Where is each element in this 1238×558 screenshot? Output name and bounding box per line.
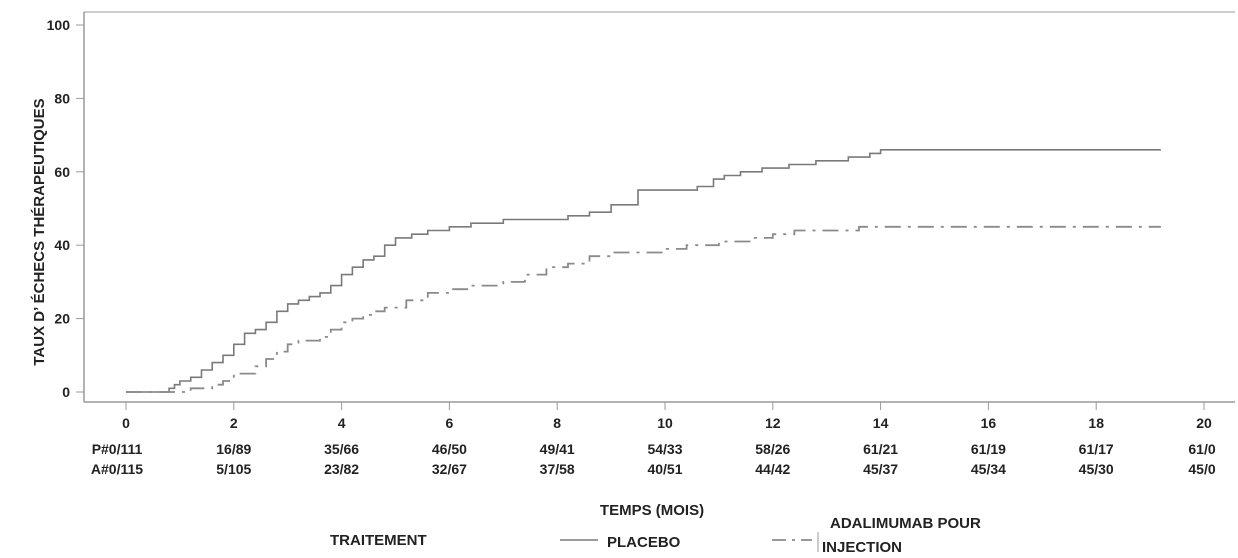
- x-tick-label: 10: [657, 415, 673, 431]
- x-axis-title: TEMPS (MOIS): [600, 502, 704, 519]
- risk-cell: P#0/111: [92, 441, 143, 457]
- plot-frame: [83, 11, 1235, 403]
- y-tick-label: 0: [62, 384, 70, 400]
- risk-cell: 46/50: [432, 441, 467, 457]
- y-tick-label: 20: [54, 311, 70, 327]
- y-axis-title: TAUX D’ ÉCHECS THÉRAPEUTIQUES: [31, 98, 48, 365]
- x-tick: 12: [765, 402, 781, 431]
- x-tick: 0: [122, 402, 130, 431]
- risk-cell: 54/33: [647, 441, 682, 457]
- risk-cell: 49/41: [540, 441, 575, 457]
- x-tick: 20: [1196, 402, 1212, 431]
- y-axis: 0 20 40 60 80 100: [47, 17, 84, 400]
- risk-cell: 16/89: [216, 441, 251, 457]
- y-tick: 0: [62, 384, 84, 400]
- series-line-placebo: [126, 149, 1161, 393]
- y-tick: 20: [54, 311, 84, 327]
- x-tick: 14: [873, 402, 889, 431]
- x-tick-label: 4: [338, 415, 346, 431]
- legend-label-adalimumab-line2: INJECTION: [822, 539, 902, 556]
- x-tick-label: 2: [230, 415, 238, 431]
- x-tick: 6: [446, 402, 454, 431]
- risk-cell: 61/21: [863, 441, 898, 457]
- legend-label-adalimumab: ADALIMUMAB POUR: [830, 515, 981, 532]
- x-tick: 16: [981, 402, 997, 431]
- risk-cell: 32/67: [432, 461, 467, 477]
- y-tick: 60: [54, 164, 84, 180]
- x-tick-label: 14: [873, 415, 889, 431]
- x-tick: 2: [230, 402, 238, 431]
- x-tick-label: 0: [122, 415, 130, 431]
- risk-row-adalimumab: A#0/115 5/105 23/82 32/67 37/58 40/51 44…: [91, 461, 1216, 477]
- y-tick-label: 100: [47, 17, 71, 33]
- y-tick: 40: [54, 237, 84, 253]
- risk-cell: 35/66: [324, 441, 359, 457]
- risk-cell: 37/58: [540, 461, 575, 477]
- legend-label-placebo: PLACEBO: [607, 534, 681, 551]
- risk-cell: 40/51: [647, 461, 682, 477]
- legend: TRAITEMENT PLACEBO ADALIMUMAB POUR INJEC…: [330, 515, 981, 556]
- risk-cell: 61/17: [1079, 441, 1114, 457]
- risk-cell: 45/30: [1079, 461, 1114, 477]
- x-tick: 4: [338, 402, 346, 431]
- series-line-adalimumab: [126, 225, 1161, 393]
- x-tick: 8: [553, 402, 561, 431]
- x-tick-label: 20: [1196, 415, 1212, 431]
- legend-title: TRAITEMENT: [330, 532, 427, 549]
- x-tick: 18: [1088, 402, 1104, 431]
- risk-cell: 45/34: [971, 461, 1006, 477]
- x-tick-label: 6: [446, 415, 454, 431]
- risk-cell: 45/37: [863, 461, 898, 477]
- y-tick: 80: [54, 90, 84, 106]
- x-tick: 10: [657, 402, 673, 431]
- risk-cell: 58/26: [755, 441, 790, 457]
- y-tick-label: 80: [54, 90, 70, 106]
- x-tick-label: 12: [765, 415, 781, 431]
- risk-cell: 45/0: [1188, 461, 1215, 477]
- risk-cell: 23/82: [324, 461, 359, 477]
- x-axis: 0 2 4 6 8 10 12 14: [122, 402, 1212, 431]
- y-tick: 100: [47, 17, 84, 33]
- risk-cell: 61/0: [1188, 441, 1215, 457]
- risk-cell: 61/19: [971, 441, 1006, 457]
- y-tick-label: 60: [54, 164, 70, 180]
- risk-table: P#0/111 16/89 35/66 46/50 49/41 54/33 58…: [91, 441, 1216, 477]
- risk-cell: 5/105: [216, 461, 251, 477]
- risk-cell: A#0/115: [91, 461, 143, 477]
- x-tick-label: 18: [1088, 415, 1104, 431]
- x-tick-label: 8: [553, 415, 561, 431]
- y-tick-label: 40: [54, 237, 70, 253]
- x-tick-label: 16: [981, 415, 997, 431]
- risk-cell: 44/42: [755, 461, 790, 477]
- risk-row-placebo: P#0/111 16/89 35/66 46/50 49/41 54/33 58…: [92, 441, 1216, 457]
